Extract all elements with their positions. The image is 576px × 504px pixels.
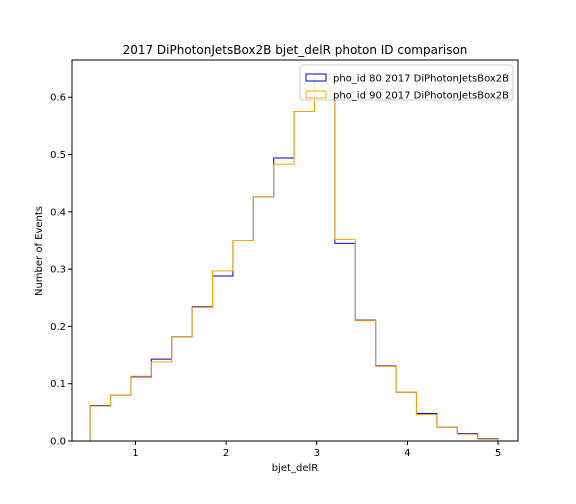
y-tick-label: 0.3 xyxy=(50,265,66,276)
series-2-step-line xyxy=(89,73,499,441)
legend-label-2: pho_id 90 2017 DiPhotonJetsBox2B xyxy=(333,91,509,102)
x-tick-label: 1 xyxy=(132,448,138,459)
legend-box xyxy=(299,64,514,101)
axes-frame xyxy=(71,59,519,442)
y-axis-ticks: 0.0 0.1 0.2 0.3 0.4 0.5 0.6 xyxy=(50,93,72,448)
y-tick-label: 0.0 xyxy=(50,437,66,448)
x-tick-label: 4 xyxy=(404,448,410,459)
y-axis-label: Number of Events xyxy=(34,206,45,296)
y-tick-label: 0.1 xyxy=(50,379,66,390)
legend-label-1: pho_id 80 2017 DiPhotonJetsBox2B xyxy=(333,74,509,85)
x-axis-ticks: 1 2 3 4 5 xyxy=(132,441,501,459)
y-tick-label: 0.6 xyxy=(50,93,66,104)
y-tick-label: 0.4 xyxy=(50,207,66,218)
legend-swatch-2 xyxy=(305,90,327,99)
plot-area xyxy=(71,59,519,442)
x-tick-label: 3 xyxy=(314,448,320,459)
y-tick-label: 0.5 xyxy=(50,150,66,161)
chart-title: 2017 DiPhotonJetsBox2B bjet_delR photon … xyxy=(123,43,468,57)
legend: pho_id 80 2017 DiPhotonJetsBox2B pho_id 9… xyxy=(299,64,514,102)
y-tick-label: 0.2 xyxy=(50,322,66,333)
legend-swatch-1 xyxy=(305,73,327,82)
x-axis-label: bjet_delR xyxy=(272,463,318,474)
x-tick-label: 2 xyxy=(223,448,229,459)
x-tick-label: 5 xyxy=(495,448,501,459)
